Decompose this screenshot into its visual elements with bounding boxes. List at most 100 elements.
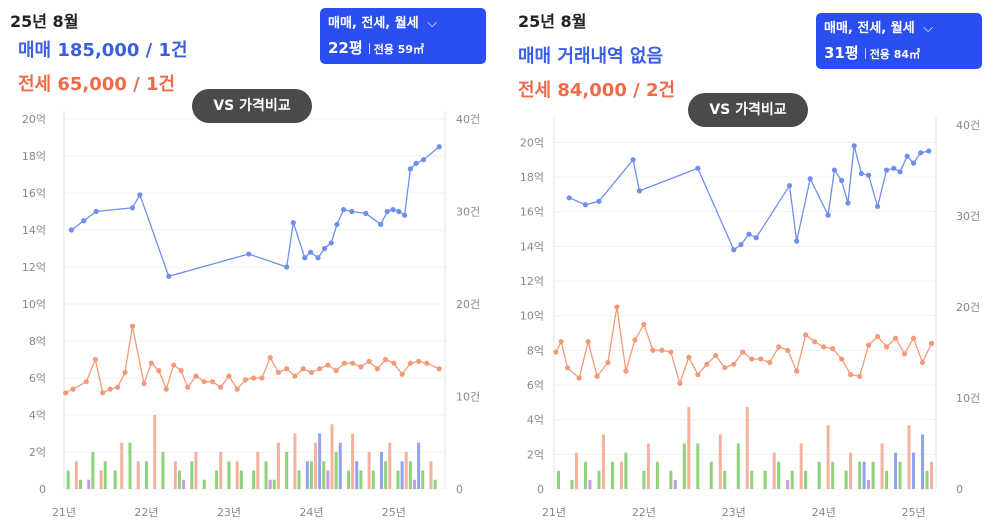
volume-bar: [408, 461, 412, 489]
exclusive-area-label: 전용 84㎡: [869, 48, 921, 61]
volume-bar: [826, 425, 830, 489]
x-tick-label: 23년: [217, 506, 241, 519]
rent-data-point: [785, 347, 791, 353]
volume-bar: [351, 433, 355, 489]
y-tick-label: 4억: [527, 414, 544, 427]
sale-data-point: [794, 238, 800, 244]
x-tick-label: 25년: [382, 506, 406, 519]
y-tick-label: 12억: [520, 275, 544, 288]
rent-data-point: [901, 351, 908, 357]
volume-bar: [326, 470, 330, 489]
volume-bar: [583, 461, 587, 489]
size-pyeong-label: 31평: [824, 44, 859, 62]
volume-bar: [264, 461, 268, 489]
rent-data-point: [148, 360, 155, 366]
rent-data-point: [614, 304, 620, 310]
sale-data-point: [340, 207, 347, 213]
rent-data-point: [226, 373, 232, 379]
rent-data-point: [553, 349, 559, 355]
rent-data-point: [839, 356, 845, 362]
sale-data-point: [378, 221, 384, 228]
volume-bar: [314, 442, 318, 489]
rent-data-point: [594, 373, 600, 379]
sale-data-point: [897, 169, 903, 175]
volume-bar: [421, 470, 425, 489]
y-tick-label: 8억: [29, 335, 46, 348]
volume-bar: [682, 443, 686, 489]
rent-data-point: [758, 356, 764, 362]
y2-tick-label: 30건: [456, 206, 480, 219]
volume-bar: [880, 443, 884, 489]
sale-data-point: [746, 231, 752, 237]
rent-data-point: [234, 386, 240, 392]
volume-bar: [252, 470, 256, 489]
y-tick-label: 16억: [22, 187, 46, 200]
volume-bar: [371, 470, 375, 489]
rent-data-point: [325, 362, 331, 368]
sale-data-point: [307, 249, 314, 255]
rent-data-point: [267, 355, 273, 361]
volume-bar: [790, 470, 794, 489]
y-tick-label: 14억: [22, 224, 46, 237]
rent-data-point: [115, 384, 121, 390]
volume-bar: [885, 470, 889, 489]
deal-type-label: 매매, 전세, 월세: [824, 21, 915, 36]
rent-data-point: [892, 335, 899, 341]
volume-bar: [597, 470, 601, 489]
deal-type-label: 매매, 전세, 월세: [328, 16, 419, 31]
y-tick-label: 20억: [520, 136, 544, 149]
sale-data-point: [874, 203, 881, 210]
rent-data-point: [585, 339, 591, 345]
volume-bar: [256, 452, 260, 489]
volume-bar: [574, 452, 578, 489]
size-pyeong-label: 22평: [328, 39, 363, 57]
volume-bar: [433, 479, 437, 489]
sale-data-point: [137, 192, 143, 198]
y-tick-label: 20억: [22, 113, 46, 126]
rent-data-point: [242, 377, 249, 383]
volume-bar: [709, 461, 713, 489]
rent-data-point: [740, 349, 746, 355]
sale-price-summary: 매매 거래내역 없음: [518, 46, 664, 67]
sale-data-point: [891, 165, 897, 171]
price-chart: 0 2억 4억 6억 8억 10억 12억 14억 16억 18억 20억 0 10건 20건 30건 40건…: [520, 117, 980, 519]
sale-price-line: [71, 146, 440, 278]
y2-tick-label: 20건: [456, 298, 480, 311]
y-tick-label: 18억: [22, 150, 46, 163]
month-label: 25년 8월: [10, 12, 79, 31]
sale-data-point: [246, 251, 252, 257]
rent-data-point: [317, 366, 323, 372]
volume-bar: [202, 479, 206, 489]
vs-price-compare-button[interactable]: VS 가격비교: [688, 93, 808, 127]
volume-bar: [103, 461, 107, 489]
deal-type-filter-button[interactable]: 매매, 전세, 월세 ⌵ 22평 전용 59㎡: [320, 8, 486, 64]
rent-data-point: [713, 352, 719, 359]
sale-data-point: [636, 188, 642, 194]
rent-data-point: [821, 344, 827, 350]
volume-bar: [194, 452, 198, 489]
sale-data-point: [731, 247, 737, 253]
volume-bar: [182, 479, 186, 489]
rent-data-point: [416, 358, 422, 364]
vs-price-compare-button[interactable]: VS 가격비교: [192, 89, 312, 123]
sale-data-point: [390, 207, 396, 213]
volume-bar: [128, 442, 132, 489]
rent-data-point: [767, 359, 773, 366]
volume-bar: [642, 470, 646, 489]
y-tick-label: 2억: [29, 446, 46, 459]
volume-bar: [930, 461, 934, 489]
volume-bar: [772, 452, 776, 489]
sale-data-point: [384, 208, 390, 215]
rent-data-point: [391, 360, 397, 366]
volume-bar: [871, 461, 875, 489]
deal-type-filter-button[interactable]: 매매, 전세, 월세 ⌵ 31평 전용 84㎡: [816, 13, 982, 69]
rent-data-point: [374, 366, 380, 372]
rent-data-point: [122, 369, 128, 376]
rent-data-point: [812, 339, 818, 345]
y2-tick-label: 40건: [956, 119, 980, 132]
volume-bar: [91, 452, 95, 489]
sale-data-point: [851, 143, 857, 149]
rent-data-point: [803, 332, 809, 338]
divider: [864, 48, 866, 59]
volume-bar: [136, 461, 140, 489]
